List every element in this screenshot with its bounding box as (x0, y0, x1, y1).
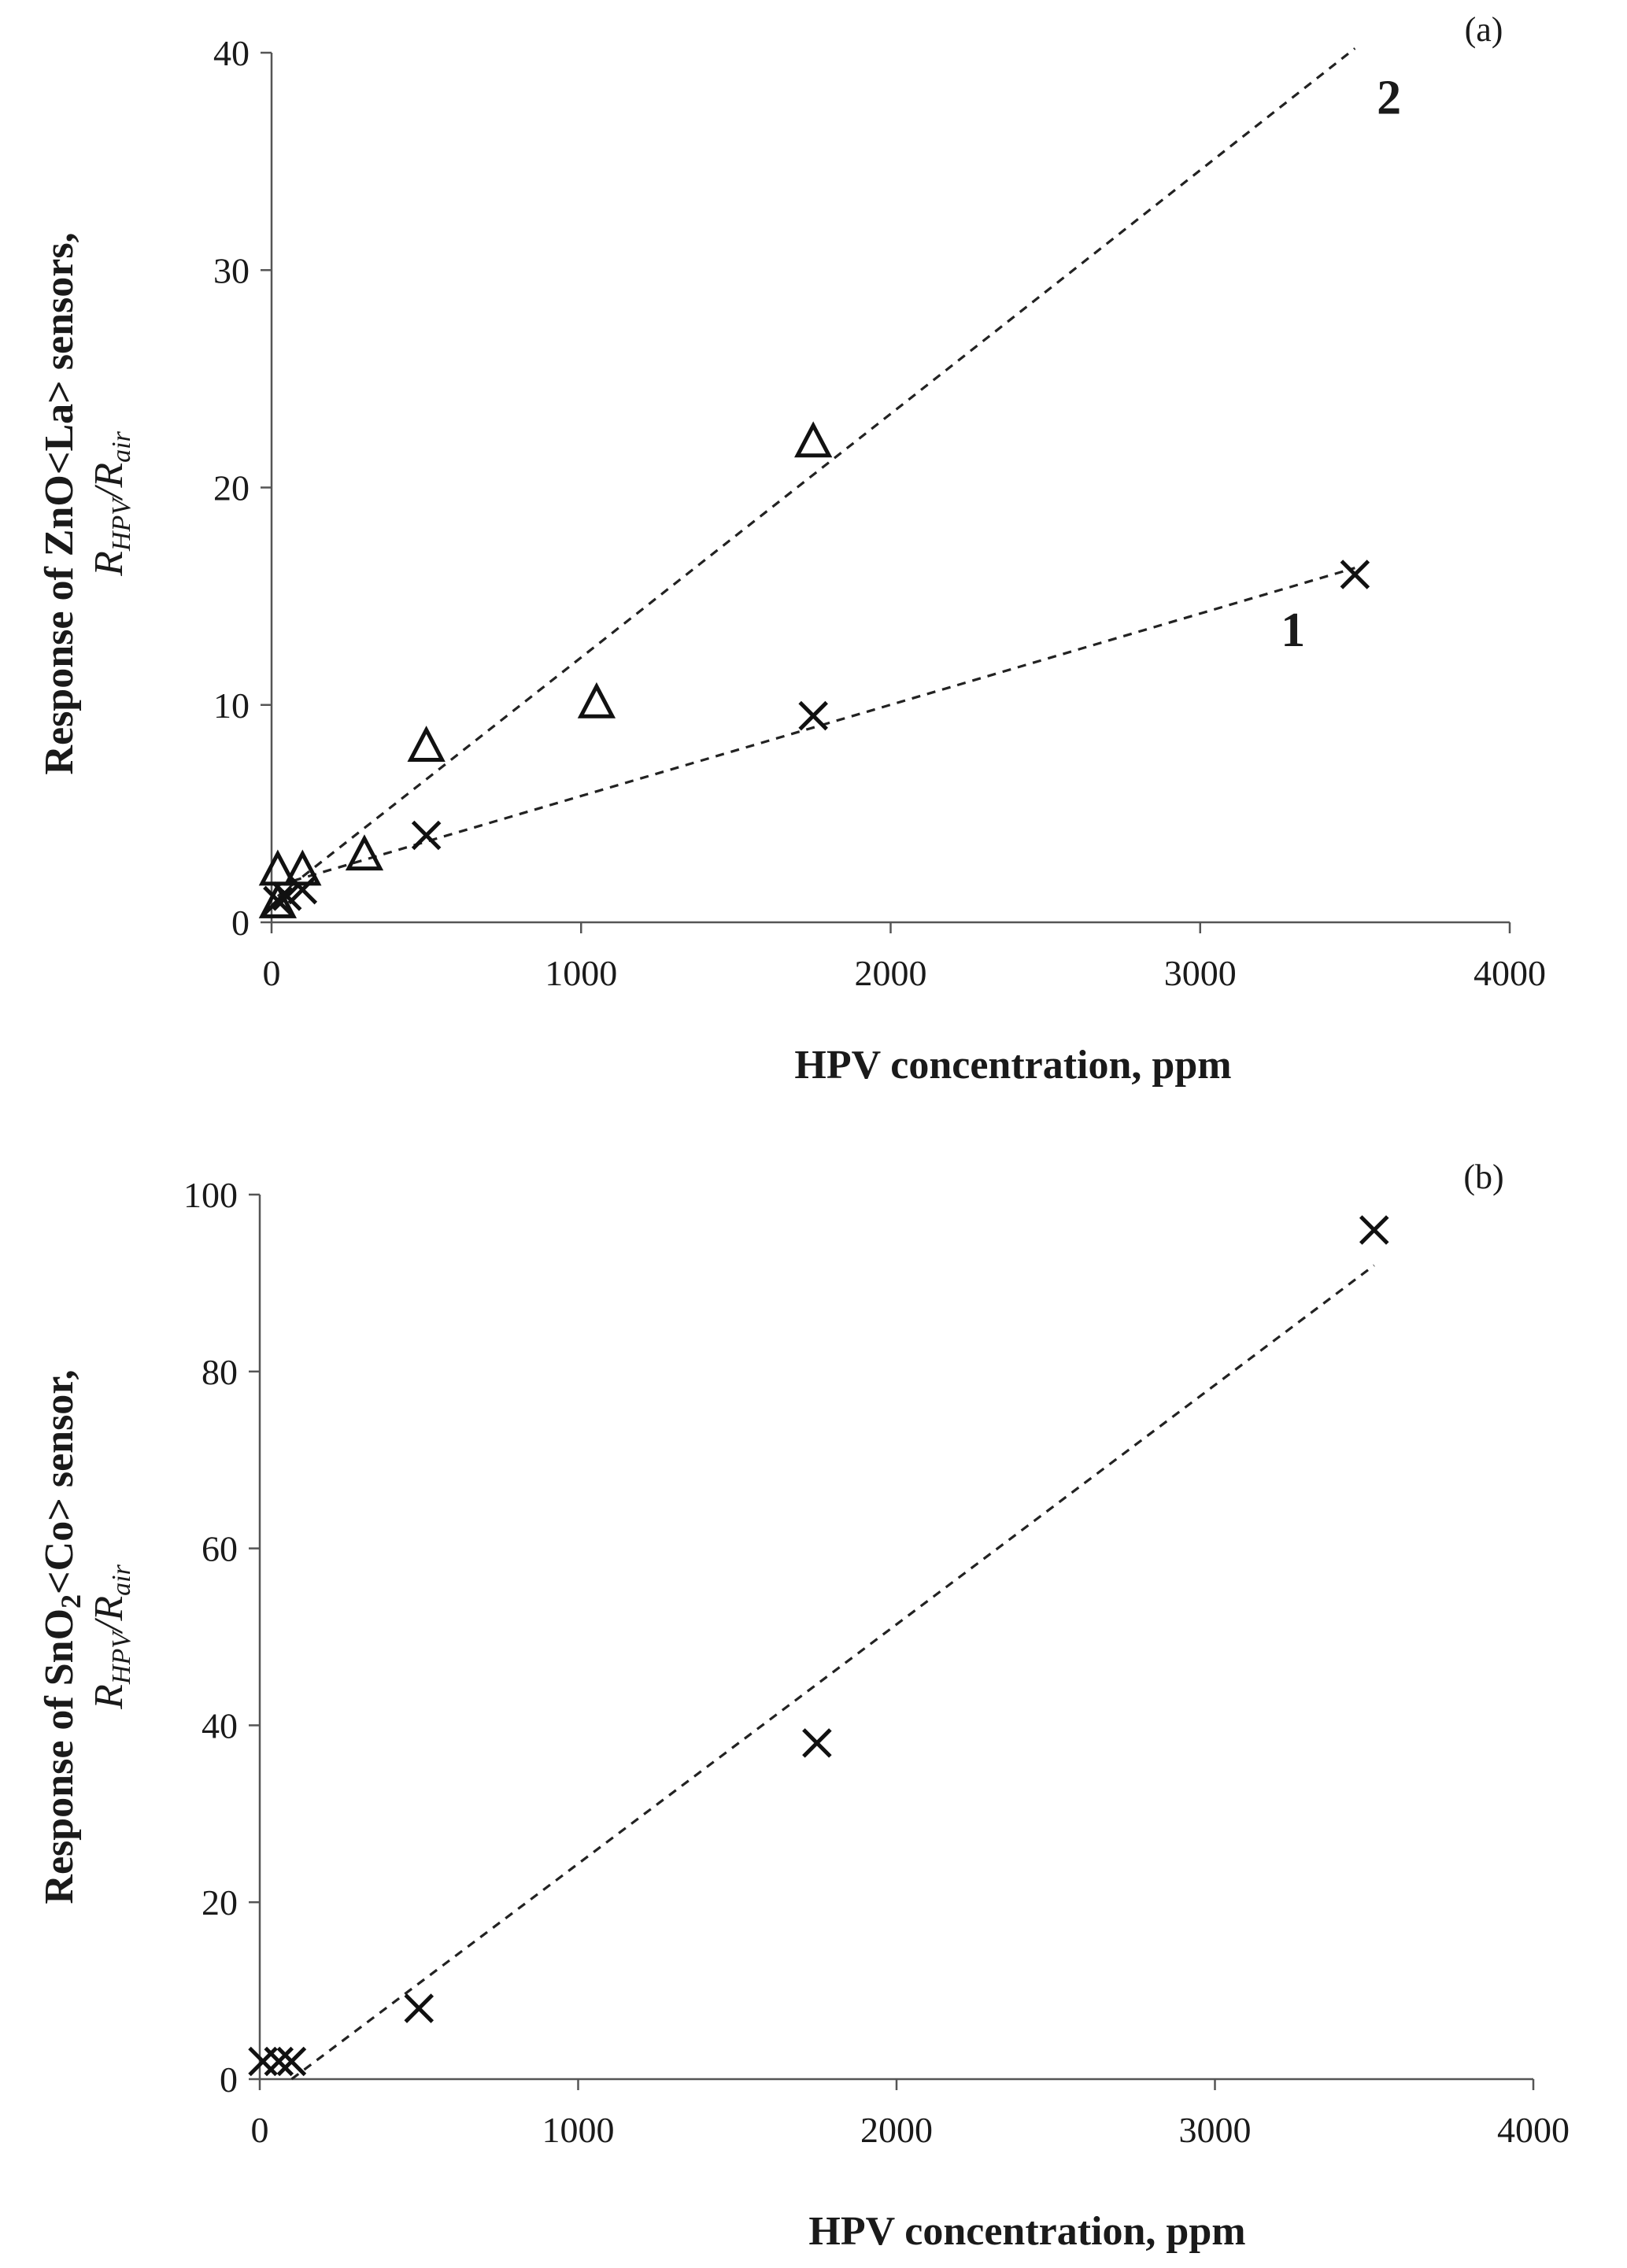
panel-b-ratio-sub-air: air (107, 1564, 136, 1595)
panel-a-ratio-sub-hpv: HPV (107, 496, 136, 552)
panel-b-point-x-marker (264, 2046, 294, 2077)
panel-a-trendlines (276, 47, 1356, 898)
panel-a-point-triangle-marker (577, 682, 616, 718)
panel-b-label: (b) (1463, 1158, 1503, 1196)
panel-a-point-x-marker (411, 820, 442, 851)
panel-b-point-x-marker (248, 2046, 278, 2077)
panel-a-data-points (258, 421, 1370, 918)
panel-a-point-triangle-marker (258, 881, 298, 918)
panel-a-label: (a) (1465, 10, 1503, 49)
panel-a-point-triangle-marker (283, 849, 322, 886)
svg-text:RHPV/Rair: RHPV/Rair (87, 430, 136, 577)
panel-b-ratio-r: R (87, 1684, 131, 1710)
panel-a-y-tick-label: 20 (213, 468, 250, 508)
panel-a-y-tick-label: 10 (213, 685, 250, 726)
panel-a-point-triangle-marker (345, 834, 384, 871)
panel-b-x-tick-label: 0 (251, 2110, 269, 2150)
panel-a-ratio-sub-air: air (107, 430, 136, 462)
panel-b-ratio-sub-hpv: HPV (107, 1629, 136, 1685)
panel-b-trendline-1 (290, 1264, 1375, 2081)
svg-text:RHPV/Rair: RHPV/Rair (87, 1564, 136, 1710)
panel-a-point-triangle-marker (258, 849, 298, 886)
panel-a-point-triangle-marker (407, 726, 446, 762)
panel-a-y-tick-label: 40 (213, 33, 250, 73)
panel-a-ratio-slash: /R (87, 463, 131, 501)
panel-b-x-tick-label: 4000 (1497, 2110, 1570, 2150)
panel-b-y-ticks: 0 20 40 60 80 100 (183, 1175, 260, 2100)
panel-b-y-tick-label: 40 (202, 1705, 238, 1745)
panel-a-y-tick-label: 30 (213, 250, 250, 290)
panel-b-y-tick-label: 100 (183, 1175, 238, 1215)
panel-b-y-tick-label: 80 (202, 1352, 238, 1392)
panel-b-data-points (248, 1215, 1389, 2077)
panel-b-point-x-marker (802, 1728, 832, 1758)
panel-a-x-tick-label: 2000 (855, 953, 927, 993)
panel-a-x-tick-label: 1000 (545, 953, 617, 993)
panel-a-y-axis-title-main: Response of ZnO<La> sensors, (37, 232, 82, 774)
panel-a-point-x-marker (1340, 560, 1370, 589)
panel-a-curve-labels: 12 (1281, 71, 1401, 657)
panel-b-y-title-sub: 2 (55, 1594, 87, 1609)
panel-a-point-x-marker (263, 885, 293, 916)
panel-b-y-axis-title: Response of SnO2<Co> sensor, (37, 1369, 87, 1904)
panel-a-curve-label-1: 1 (1281, 604, 1305, 657)
panel-a-curve-label-2: 2 (1377, 71, 1401, 124)
panel-b-ratio-slash: /R (87, 1596, 131, 1635)
panel-a-point-x-marker (798, 700, 828, 731)
panel-b-y-title-part1: Response of SnO (37, 1609, 82, 1904)
panel-b-y-tick-label: 20 (202, 1882, 238, 1923)
panel-b-y-tick-label: 0 (220, 2059, 238, 2100)
panel-a-x-tick-label: 4000 (1474, 953, 1546, 993)
panel-b-point-x-marker (1359, 1215, 1389, 1245)
panel-a-axes (270, 53, 1510, 924)
panel-b-point-x-marker (404, 1993, 434, 2023)
panel-a-ratio-r: R (87, 551, 131, 577)
panel-a-y-tick-label: 0 (231, 903, 250, 943)
panel-b-trendlines (290, 1264, 1375, 2081)
panel-b-x-tick-label: 3000 (1179, 2110, 1252, 2150)
panel-a-trendline-2 (276, 47, 1356, 898)
panel-a-x-axis-title: HPV concentration, ppm (794, 1043, 1231, 1088)
panel-a-y-axis-title: Response of ZnO<La> sensors, (37, 232, 82, 774)
panel-b-x-ticks: 0 1000 2000 3000 4000 (251, 2079, 1570, 2150)
panel-b-y-tick-label: 60 (202, 1529, 238, 1569)
panel-a-x-tick-label: 0 (263, 953, 281, 993)
panel-b-x-axis-title: HPV concentration, ppm (808, 2209, 1245, 2254)
chart-panel-b: (b) 0 20 40 60 80 100 0 1000 2000 3000 4000 HPV c… (37, 1158, 1570, 2254)
panel-b-x-tick-label: 1000 (542, 2110, 615, 2150)
panel-a-y-axis-ratio: RHPV/Rair (87, 430, 136, 577)
panel-b-axes (258, 1195, 1533, 2081)
svg-text:Response of SnO2<Co> sensor,: Response of SnO2<Co> sensor, (37, 1369, 87, 1904)
panel-a-x-tick-label: 3000 (1164, 953, 1237, 993)
panel-a-y-ticks: 0 10 20 30 40 (213, 33, 272, 943)
panel-b-point-x-marker (276, 2046, 307, 2077)
panel-b-x-tick-label: 2000 (860, 2110, 933, 2150)
panel-a-x-ticks: 0 1000 2000 3000 4000 (263, 922, 1546, 993)
panel-a-trendline-1 (277, 567, 1355, 887)
panel-b-y-title-part2: <Co> sensor, (37, 1369, 82, 1594)
panel-a-point-triangle-marker (794, 421, 833, 458)
panel-b-y-axis-ratio: RHPV/Rair (87, 1564, 136, 1710)
